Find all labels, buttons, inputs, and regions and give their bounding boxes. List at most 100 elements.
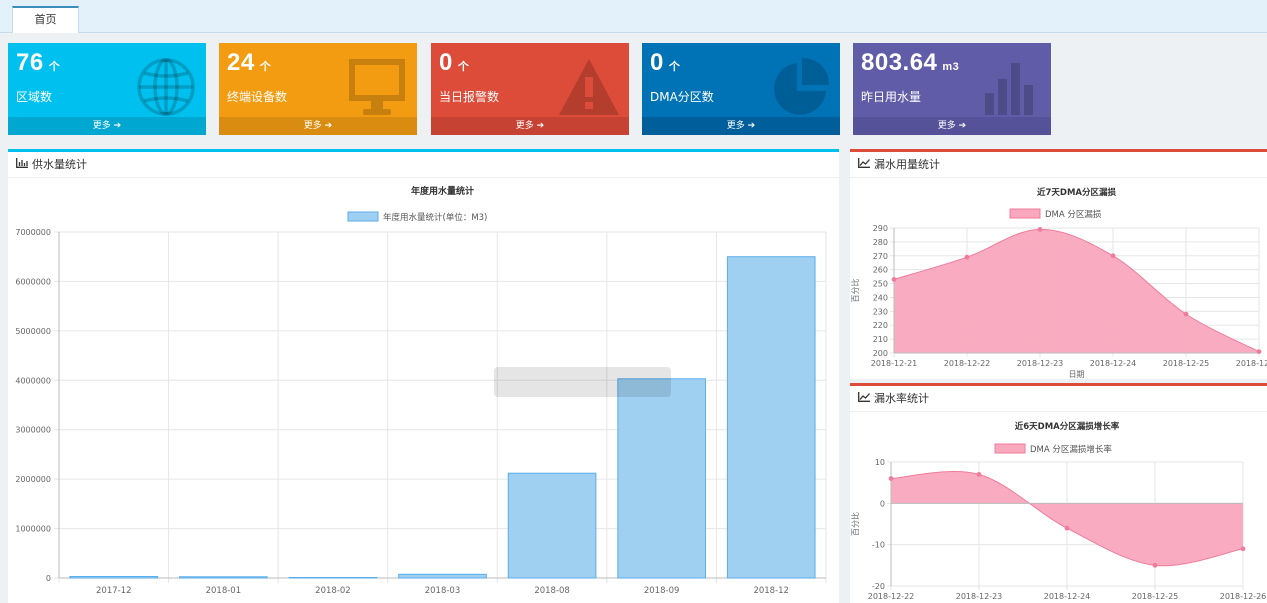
x-tick-label: 2018-12-25 [1163,359,1210,368]
x-tick-label: 2018-12-24 [1090,359,1137,368]
more-link[interactable]: 更多 ➔ [853,117,1051,135]
globe-icon [137,58,195,116]
x-axis-label: 日期 [1069,370,1085,379]
x-tick-label: 2018-12 [753,586,789,596]
x-tick-label: 2018-09 [644,586,680,596]
bar [179,576,268,579]
x-tick-label: 2018-12-21 [871,359,918,368]
panel-leakage: 漏水用量统计 近7天DMA分区漏损 DMA 分区漏损 200 210 220 230 240… [850,149,1267,379]
y-tick-label: 0 [880,499,885,508]
more-link[interactable]: 更多 ➔ [431,117,629,135]
x-tick-label: 2018-12-22 [944,359,991,368]
panel-header: 供水量统计 [8,152,839,178]
x-tick-label: 2018-12-26 [1220,592,1267,601]
x-tick-label: 2018-12-25 [1132,592,1179,601]
y-tick-label: 290 [873,224,888,233]
data-point [1110,253,1116,259]
pie-chart-icon [774,57,830,115]
y-tick-label: 3000000 [15,426,51,435]
data-point [964,254,970,260]
card-unit: 个 [48,61,61,73]
y-tick-label: 260 [873,266,888,275]
legend-swatch [1009,208,1041,219]
y-tick-label: 4000000 [15,376,51,385]
data-point [888,476,894,481]
bar [507,472,597,579]
panel-leak-rate: 漏水率统计 近6天DMA分区漏损增长率 DMA 分区漏损增长率 -20 -10 0 10 2… [850,383,1267,603]
area-fill [894,229,1259,353]
data-point [1183,311,1189,317]
y-tick-label: 6000000 [15,277,51,286]
card-unit: 个 [457,61,470,73]
arrow-circle-right-icon: ➔ [747,121,756,131]
bar [617,378,706,579]
bar [69,576,159,579]
x-tick-label: 2018-12-23 [1017,359,1064,368]
y-tick-label: -20 [872,582,885,591]
y-tick-label: 200 [873,349,888,358]
tab-bar: 首页 [0,0,1267,33]
legend-label: DMA 分区漏损 [1045,209,1102,220]
panel-title: 供水量统计 [32,158,87,171]
more-link[interactable]: 更多 ➔ [8,117,206,135]
line-chart-icon [858,152,870,178]
chart-title: 年度用水量统计 [411,185,474,197]
card-unit: m3 [942,61,960,73]
card-label: 当日报警数 [439,90,500,104]
x-tick-label: 2018-12-23 [956,592,1003,601]
x-tick-label: 2017-12 [96,586,132,596]
y-tick-label: 2000000 [15,475,51,484]
y-tick-label: 280 [873,238,888,247]
arrow-circle-right-icon: ➔ [958,121,967,131]
y-tick-label: 0 [46,574,51,583]
card-label: 终端设备数 [227,90,288,104]
chart-title: 近6天DMA分区漏损增长率 [1015,421,1120,432]
leakage-chart: 近7天DMA分区漏损 DMA 分区漏损 200 210 220 230 240 250 260 2… [850,187,1267,379]
tooltip [494,367,671,397]
y-tick-label: 10 [875,458,885,467]
x-tick-label: 2018-12-26 [1236,359,1267,368]
y-tick-label: 220 [873,321,888,330]
card-unit: 个 [668,61,681,73]
data-point [1240,546,1246,552]
more-link[interactable]: 更多 ➔ [219,117,417,135]
monitor-icon [349,59,405,115]
panel-title: 漏水率统计 [874,392,929,405]
card-regions: 76 个 区域数 更多 ➔ [8,43,206,135]
more-link[interactable]: 更多 ➔ [642,117,840,135]
arrow-circle-right-icon: ➔ [536,121,545,131]
data-point [1037,226,1043,232]
line-chart-icon [858,386,870,412]
x-tick-label: 2018-02 [315,586,351,596]
bar-chart-icon [16,152,28,178]
arrow-circle-right-icon: ➔ [324,121,333,131]
bar [726,256,816,579]
card-label: 区域数 [16,90,53,104]
data-point [976,472,982,477]
area-fill [891,471,1243,566]
bar [398,573,487,579]
x-tick-label: 2018-12-24 [1044,592,1091,601]
panel-title: 漏水用量统计 [874,158,940,171]
y-tick-label: 5000000 [15,327,51,336]
card-label: DMA分区数 [650,90,714,104]
y-axis-label: 百分比 [850,279,860,303]
card-value: 76 个 [16,49,61,76]
warning-icon [559,59,619,115]
card-value: 24 个 [227,49,272,76]
y-tick-label: 1000000 [15,525,51,534]
y-axis-label: 百分比 [850,512,860,536]
x-tick-label: 2018-12-22 [868,592,915,601]
y-tick-label: 270 [873,252,888,261]
y-tick-label: -10 [872,541,885,550]
data-point [891,276,897,282]
tab-home[interactable]: 首页 [12,6,79,33]
y-tick-label: 210 [873,335,888,344]
chart-title: 近7天DMA分区漏损 [1037,187,1117,198]
card-unit: 个 [259,61,272,73]
panel-water-supply: 供水量统计 年度用水量统计年度用水量统计(单位：M3) 0 1000000 20000… [8,149,839,603]
legend-label: 年度用水量统计(单位：M3) [383,212,487,223]
